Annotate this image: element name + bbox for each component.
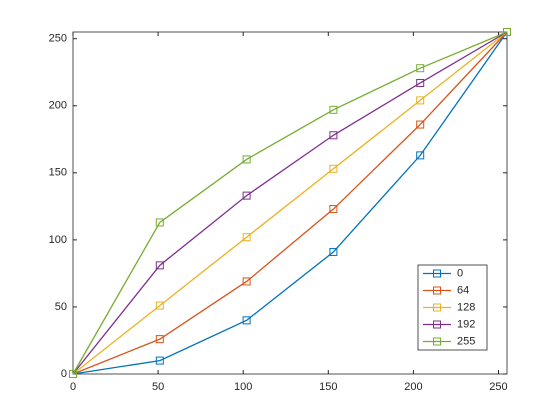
series-line [72, 31, 508, 375]
x-tick-label: 0 [70, 381, 76, 393]
series-line [72, 31, 508, 375]
series-line [72, 31, 508, 375]
legend: 0 64 128 192 255 [417, 264, 488, 351]
marker [155, 218, 164, 227]
x-tick-label: 200 [404, 381, 422, 393]
x-tick-label: 150 [319, 381, 337, 393]
marker [416, 151, 425, 160]
marker [416, 120, 425, 129]
marker [416, 64, 425, 73]
marker [242, 233, 251, 242]
legend-label: 128 [457, 301, 475, 313]
legend-label: 192 [457, 318, 475, 330]
y-tick-label: 0 [61, 368, 67, 380]
legend-label: 0 [457, 267, 463, 279]
x-tick-label: 100 [234, 381, 252, 393]
marker [155, 335, 164, 344]
marker [329, 205, 338, 214]
y-tick-label: 200 [49, 100, 67, 112]
y-tick-label: 50 [55, 301, 67, 313]
marker [416, 78, 425, 87]
series-line [72, 31, 508, 375]
y-tick-label: 150 [49, 167, 67, 179]
marker [329, 164, 338, 173]
marker [416, 96, 425, 105]
marker [433, 320, 441, 329]
legend-label: 255 [457, 335, 475, 347]
legend-label: 64 [457, 284, 469, 296]
marker [433, 303, 441, 312]
x-tick-label: 250 [489, 381, 507, 393]
marker [155, 261, 164, 270]
marker [433, 337, 441, 346]
marker [433, 269, 441, 278]
marker [329, 105, 338, 114]
marker [242, 277, 251, 286]
marker [242, 155, 251, 164]
y-tick-label: 100 [49, 234, 67, 246]
y-tick-label: 250 [49, 33, 67, 45]
marker [155, 356, 164, 365]
marker [329, 247, 338, 256]
marker [155, 301, 164, 310]
marker [242, 316, 251, 325]
marker [433, 286, 441, 295]
series-line [72, 31, 508, 375]
marker [503, 28, 511, 36]
marker [69, 370, 77, 378]
x-tick-label: 50 [152, 381, 164, 393]
marker [329, 131, 338, 140]
marker [242, 191, 251, 200]
